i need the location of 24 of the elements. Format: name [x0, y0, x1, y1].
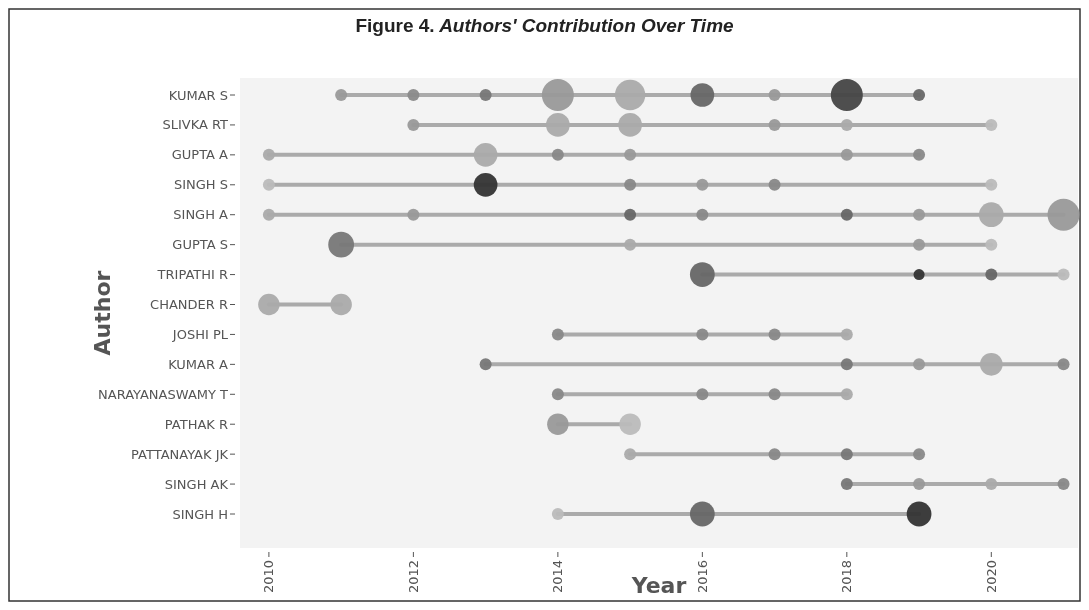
y-tick-label: TRIPATHI R — [156, 267, 228, 283]
y-tick-label: PATHAK R — [164, 416, 228, 432]
y-tick-label: PATTANAYAK JK — [131, 446, 229, 462]
y-tick-label: CHANDER R — [150, 297, 228, 313]
y-tick-label: GUPTA A — [171, 147, 229, 163]
chart-title: Figure 4. Authors' Contribution Over Time — [355, 15, 735, 36]
y-tick-label: GUPTA S — [172, 237, 228, 253]
x-tick-label: 2020 — [983, 560, 999, 594]
x-tick-label: 2018 — [839, 560, 855, 594]
x-axis-title: Year — [630, 573, 687, 598]
y-tick-label: SLIVKA RT — [162, 117, 229, 133]
y-tick-label: KUMAR A — [168, 356, 229, 372]
y-tick-label: JOSHI PL — [171, 326, 229, 342]
x-tick-label: 2012 — [405, 560, 421, 594]
y-tick-label: SINGH AK — [164, 476, 229, 492]
y-tick-label: SINGH S — [173, 177, 228, 193]
x-tick-label: 2014 — [550, 560, 566, 594]
y-axis-title: Author — [90, 270, 115, 356]
y-tick-label: NARAYANASWAMY T — [98, 386, 229, 402]
x-tick-label: 2016 — [694, 560, 710, 594]
x-tick-label: 2010 — [261, 560, 277, 594]
y-tick-label: SINGH A — [173, 207, 229, 223]
y-tick-label: KUMAR S — [168, 87, 228, 103]
y-tick-label: SINGH H — [172, 506, 228, 522]
